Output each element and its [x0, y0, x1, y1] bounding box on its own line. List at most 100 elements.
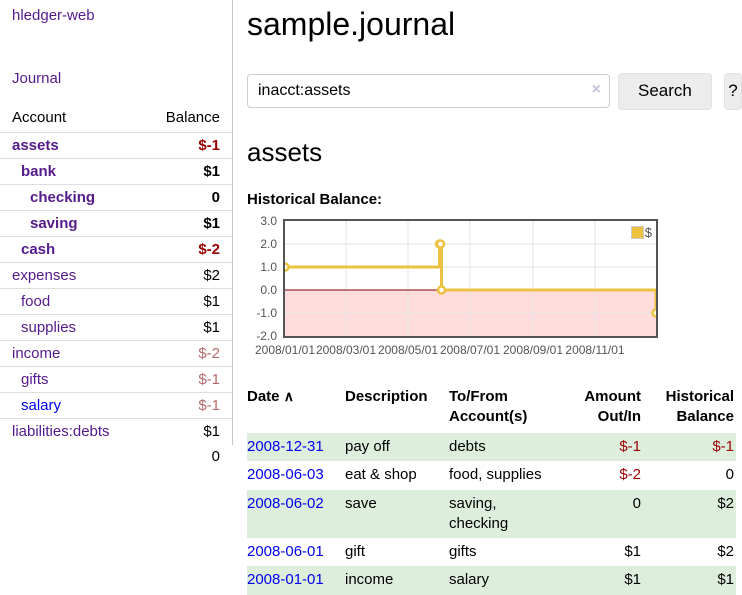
account-name-cell: cash [0, 236, 142, 263]
account-balance: $2 [141, 262, 232, 289]
account-link-liabilities-debts[interactable]: liabilities:debts [12, 423, 110, 440]
account-row: supplies $1 [0, 314, 232, 341]
accounts-header-account: Account [0, 106, 142, 133]
accounts-cell: debts [449, 433, 561, 462]
transaction-date-link[interactable]: 2008-12-31 [247, 438, 324, 456]
balance-cell: $1 [643, 566, 736, 595]
accounts-header-balance: Balance [141, 106, 232, 133]
account-link-checking[interactable]: checking [30, 189, 96, 206]
transaction-date-link[interactable]: 2008-01-01 [247, 571, 324, 589]
y-axis-tick-label: 2.0 [260, 236, 277, 251]
amount-cell: 0 [561, 489, 643, 539]
x-axis-tick-label: 2008/11/01 [565, 342, 625, 357]
accounts-header-row: Account Balance [0, 106, 232, 133]
register-header-date[interactable]: Date ∧ [247, 383, 345, 434]
date-cell: 2008-06-03 [247, 461, 345, 489]
x-axis-tick-label: 2008/05/01 [377, 342, 439, 357]
account-name-cell: expenses [0, 262, 142, 289]
account-balance: 0 [141, 184, 232, 211]
account-link-supplies[interactable]: supplies [21, 319, 77, 336]
account-link-saving[interactable]: saving [30, 215, 78, 232]
app-title-link[interactable]: hledger-web [12, 7, 95, 24]
search-input[interactable] [247, 74, 610, 109]
account-name-cell: liabilities:debts [0, 418, 142, 444]
search-box: × [247, 74, 610, 109]
register-header-amount: Amount Out/In [584, 387, 641, 425]
account-balance: $-1 [198, 137, 220, 154]
x-axis-tick-label: 2008/09/01 [502, 342, 564, 357]
account-balance: $-1 [141, 392, 232, 419]
date-cell: 2008-06-01 [247, 538, 345, 566]
account-name-cell: bank [0, 158, 142, 185]
account-name-cell: gifts [0, 366, 142, 393]
balance-cell: $-1 [643, 433, 736, 462]
account-heading: assets [247, 136, 323, 167]
date-cell: 2008-01-01 [247, 566, 345, 595]
account-name-cell: food [0, 288, 142, 315]
x-axis-tick-label: 2008/03/01 [315, 342, 377, 357]
account-name-cell: assets [0, 133, 141, 159]
amount-cell: $-2 [619, 466, 641, 484]
register-row: 2008-06-02 save saving, checking 0 $2 [247, 489, 736, 539]
transaction-date-link[interactable]: 2008-06-03 [247, 466, 324, 484]
account-link-income[interactable]: income [12, 345, 61, 362]
transaction-date-link[interactable]: 2008-06-02 [247, 494, 324, 512]
accounts-total-row: 0 [0, 444, 232, 469]
register-row: 2008-01-01 income salary $1 $1 [247, 566, 736, 595]
series-swatch-icon [630, 225, 644, 239]
search-form: × Search ? [247, 72, 742, 110]
account-link-food[interactable]: food [21, 293, 51, 310]
account-balance: $1 [141, 210, 232, 237]
amount-cell: $1 [624, 543, 641, 561]
account-link-bank[interactable]: bank [21, 163, 57, 180]
accounts-total-value: 0 [211, 448, 220, 465]
register-header-description: Description [345, 387, 428, 405]
register-header-balance: Historical Balance [665, 387, 734, 425]
chart-heading: Historical Balance: [247, 190, 383, 208]
register-header-accounts: To/From Account(s) [449, 387, 528, 425]
account-link-expenses[interactable]: expenses [12, 267, 77, 284]
account-row: salary $-1 [0, 392, 232, 419]
date-cell: 2008-06-02 [247, 489, 345, 539]
chart-canvas [285, 220, 656, 336]
y-axis-tick-label: 0.0 [260, 282, 277, 297]
sidebar: hledger-web Journal Account Balance asse… [0, 0, 233, 465]
historical-balance-chart: $ 3.0 2.0 1.0 0.0 -1.0 -2.0 2008/01/01 2008/03/… [247, 214, 742, 361]
account-link-gifts[interactable]: gifts [21, 371, 49, 388]
description-cell: save [345, 489, 449, 539]
account-link-cash[interactable]: cash [21, 241, 56, 258]
balance-cell: $2 [717, 543, 734, 561]
transaction-date-link[interactable]: 2008-06-01 [247, 543, 324, 561]
y-axis-tick-label: -1.0 [256, 305, 277, 320]
sidebar-item-journal[interactable]: Journal [12, 70, 62, 87]
account-link-salary[interactable]: salary [21, 397, 62, 414]
y-axis-tick-label: 1.0 [260, 259, 277, 274]
register-header-row: Date ∧ Description To/From Account(s) Am… [247, 383, 736, 434]
x-axis-tick-label: 2008/01/01 [254, 342, 316, 357]
amount-cell: $1 [561, 566, 643, 595]
x-axis-tick-label: 2008/07/01 [439, 342, 501, 357]
clear-search-icon[interactable]: × [591, 81, 601, 99]
sort-ascending-icon: ∧ [283, 387, 294, 404]
account-balance: $1 [141, 314, 232, 341]
balance-cell: 0 [725, 466, 734, 484]
account-row: gifts $-1 [0, 366, 232, 393]
date-header-label: Date [247, 387, 280, 405]
account-row: saving $1 [0, 210, 232, 237]
help-button[interactable]: ? [723, 72, 742, 110]
series-label: $ [644, 224, 652, 240]
register-row: 2008-06-01 gift gifts $1 $2 [247, 538, 736, 566]
account-name-cell: salary [0, 392, 142, 419]
account-row: liabilities:debts $1 [0, 418, 232, 444]
description-cell: pay off [345, 433, 449, 462]
search-button[interactable]: Search [618, 72, 712, 110]
account-row: checking 0 [0, 184, 232, 211]
account-balance: $-2 [141, 340, 232, 367]
register-row: 2008-12-31 pay off debts $-1 $-1 [247, 433, 736, 462]
account-name-cell: income [0, 340, 142, 367]
date-cell: 2008-12-31 [247, 433, 345, 462]
account-row: income $-2 [0, 340, 232, 367]
account-link-assets[interactable]: assets [12, 137, 59, 154]
main-content: sample.journal × Search ? assets Histori… [247, 0, 742, 595]
accounts-cell: salary [449, 566, 561, 595]
